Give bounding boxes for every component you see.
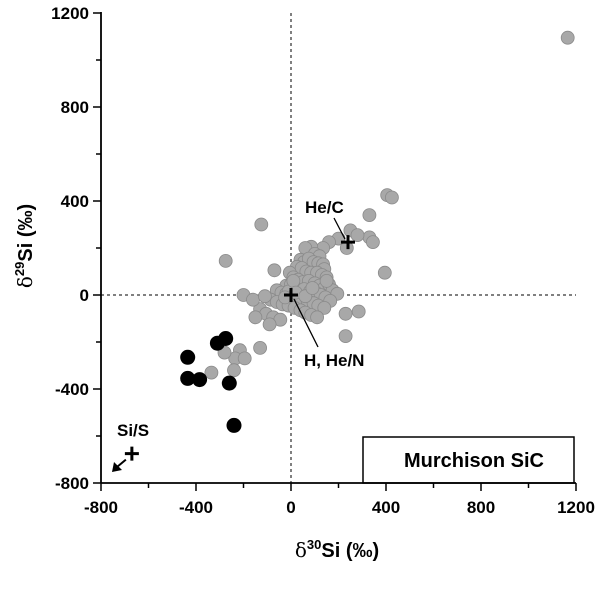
marker-h-he-n-label: H, He/N [304, 351, 364, 370]
axes [100, 12, 576, 484]
data-point-gray [237, 351, 252, 366]
marker-he-c-leader [333, 217, 346, 240]
x-tick-label: 800 [467, 498, 495, 517]
data-point-gray [254, 217, 269, 232]
data-point-black [209, 335, 225, 351]
data-point-black [226, 417, 242, 433]
x-axis-label: δ30Si (‰) [295, 537, 379, 562]
data-point-gray [365, 235, 380, 250]
data-point-gray [248, 310, 263, 325]
reference-lines [101, 13, 576, 483]
marker-he-c-label: He/C [305, 198, 344, 217]
data-point-gray [384, 190, 399, 205]
data-point-gray [253, 340, 268, 355]
x-tick-label: 400 [372, 498, 400, 517]
data-point-gray [246, 292, 260, 307]
data-point-gray [338, 306, 353, 321]
x-tick-label: -800 [84, 498, 118, 517]
data-point-gray [286, 273, 301, 288]
inset-legend-label: Murchison SiC [404, 450, 544, 472]
data-point-gray [204, 365, 219, 380]
marker-si-s-arrow-shaft [116, 458, 127, 468]
data-point-gray [227, 363, 241, 378]
y-tick-label: 1200 [51, 4, 89, 23]
data-point-black [180, 370, 196, 386]
marker-h-he-n-leader [293, 298, 319, 348]
data-point-gray [351, 304, 366, 319]
y-tick-label: 400 [61, 192, 89, 211]
y-tick-label: 800 [61, 98, 89, 117]
data-point-gray [560, 30, 575, 45]
y-tick-label: -400 [55, 380, 89, 399]
marker-he-c-cross [341, 235, 355, 250]
data-point-gray [218, 253, 233, 268]
data-point-gray [305, 281, 320, 295]
x-tick-label: -400 [179, 498, 213, 517]
data-point-gray [262, 317, 277, 332]
ticks: -800 -400 0 400 800 1200 -800 -400 0 400 800 1200 [51, 4, 595, 517]
model-markers: He/C H, He/N Si/S [112, 198, 364, 472]
data-point-gray [310, 310, 325, 325]
inset-legend: Murchison SiC [362, 436, 575, 484]
data-point-gray [257, 289, 272, 304]
x-tick-label: 1200 [557, 498, 595, 517]
data-point-gray [377, 265, 392, 280]
marker-si-s-arrow-head [112, 462, 122, 472]
y-tick-label: 0 [80, 286, 89, 305]
data-point-gray [350, 228, 365, 243]
x-tick-label: 0 [286, 498, 295, 517]
y-axis-label: δ29Si (‰) [12, 204, 37, 288]
data-point-black [221, 375, 237, 391]
data-point-gray [338, 329, 353, 344]
data-point-black [180, 349, 196, 365]
data-point-gray [317, 300, 332, 315]
data-point-gray [267, 263, 282, 278]
data-point-gray [319, 273, 334, 288]
data-points [180, 30, 575, 433]
data-point-gray [362, 208, 377, 223]
marker-h-he-n-cross [284, 288, 298, 302]
y-tick-label: -800 [55, 474, 89, 493]
data-point-black [192, 372, 208, 388]
marker-si-s-cross [124, 446, 139, 461]
marker-si-s-label: Si/S [117, 421, 149, 440]
